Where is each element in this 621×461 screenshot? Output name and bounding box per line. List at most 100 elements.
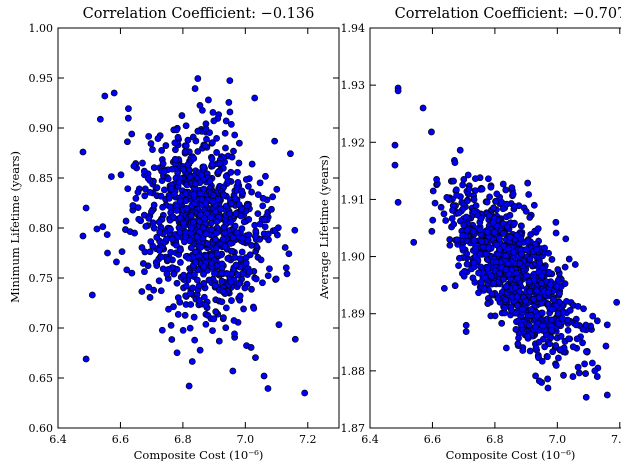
right-scatter-point (478, 238, 486, 245)
left-scatter-point (164, 175, 172, 183)
left-scatter-point (187, 212, 195, 219)
right-scatter-point (431, 199, 439, 207)
right-scatter-point (508, 306, 515, 314)
left-scatter-point (234, 179, 242, 186)
left-scatter-point (128, 130, 136, 138)
right-scatter-point (394, 198, 402, 206)
right-scatter-point (530, 201, 538, 209)
right-scatter-point (561, 280, 569, 288)
right-scatter-point (552, 362, 560, 369)
right-scatter-point (538, 272, 546, 280)
left-scatter-point (244, 236, 252, 244)
x-tick-label: 6.8 (174, 433, 192, 446)
left-scatter-point (221, 129, 229, 137)
left-scatter-point (167, 321, 175, 329)
left-scatter-point (96, 115, 104, 123)
left-scatter-point (146, 188, 154, 196)
left-scatter-point (185, 254, 192, 262)
left-scatter-point (209, 197, 217, 205)
right-scatter-point (526, 214, 534, 221)
right-scatter-point (535, 338, 543, 346)
right-scatter-point (450, 220, 458, 228)
right-scatter-point (538, 280, 545, 287)
right-scatter-point (511, 202, 518, 210)
right-scatter-point (559, 315, 566, 322)
right-scatter-point (557, 332, 565, 340)
left-scatter-point (264, 272, 272, 280)
right-scatter-point (516, 260, 524, 268)
left-scatter-point (226, 210, 234, 218)
right-scatter-point (579, 339, 586, 347)
right-scatter-point (569, 343, 577, 351)
left-scatter-point (264, 385, 272, 392)
left-scatter-point (88, 291, 96, 299)
right-scatter-point (429, 187, 437, 195)
right-scatter-point (464, 197, 471, 205)
right-scatter-point (471, 278, 479, 286)
left-scatter-point (301, 389, 309, 397)
y-tick-label: 0.90 (29, 122, 54, 135)
left-scatter-point (208, 139, 216, 147)
right-scatter-point (448, 215, 456, 222)
left-scatter-point (186, 324, 194, 332)
right-scatter-point (394, 87, 402, 95)
left-scatter-point (199, 106, 206, 114)
left-scatter-point (211, 282, 219, 289)
right-scatter-point (478, 185, 486, 193)
left-scatter-point (188, 358, 196, 365)
left-scatter-point (222, 144, 229, 152)
right-scatter-point (515, 334, 522, 342)
right-scatter-point (555, 354, 562, 362)
left-scatter-point (194, 75, 202, 82)
left-scatter-point (231, 330, 238, 338)
left-scatter-point (213, 250, 221, 258)
right-scatter-point (470, 227, 477, 235)
left-scatter-point (191, 85, 199, 92)
left-scatter-point (259, 202, 267, 210)
left-scatter-point (193, 233, 201, 241)
left-scatter-point (149, 146, 156, 153)
right-scatter-point (534, 225, 542, 233)
left-scatter-point (163, 235, 170, 243)
y-tick-label: 0.70 (29, 322, 54, 335)
right-scatter-point (554, 277, 562, 284)
right-scatter-point (530, 295, 537, 303)
left-scatter-point (244, 182, 252, 190)
left-scatter-point (163, 270, 171, 278)
left-scatter-point (158, 326, 166, 334)
right-scatter-point (506, 211, 514, 219)
right-scatter-point (462, 213, 470, 221)
right-y-axis-label: Average Lifetime (years) (317, 155, 331, 300)
left-scatter-point (231, 222, 239, 230)
left-scatter-point (156, 246, 163, 254)
left-scatter-point (190, 155, 198, 162)
left-scatter-point (182, 142, 190, 150)
right-scatter-point (484, 175, 492, 183)
right-scatter-point (517, 321, 525, 329)
right-scatter-point (493, 241, 500, 249)
left-x-axis-label: Composite Cost (10⁻⁶) (134, 448, 264, 461)
right-scatter-point (532, 323, 539, 331)
left-scatter-point (227, 199, 235, 207)
right-scatter-point (556, 290, 563, 297)
left-scatter-point (213, 149, 221, 156)
right-scatter-point (519, 347, 527, 354)
right-scatter-point (472, 244, 479, 252)
left-scatter-point (211, 270, 218, 277)
right-scatter-point (580, 305, 587, 313)
left-scatter-point (213, 218, 221, 226)
left-scatter-point (182, 233, 189, 241)
right-scatter-point (535, 377, 543, 385)
left-scatter-point (226, 77, 234, 85)
right-scatter-point (472, 175, 479, 183)
left-scatter-point (189, 218, 197, 226)
left-scatter-point (155, 277, 163, 285)
right-scatter-point (492, 197, 500, 205)
left-scatter-point (235, 280, 243, 288)
right-scatter-point (490, 204, 497, 212)
left-scatter-point (122, 217, 130, 225)
left-scatter-point (99, 223, 107, 231)
right-scatter-point (451, 159, 459, 166)
left-scatter-point (226, 108, 234, 116)
left-scatter-point (225, 99, 233, 106)
